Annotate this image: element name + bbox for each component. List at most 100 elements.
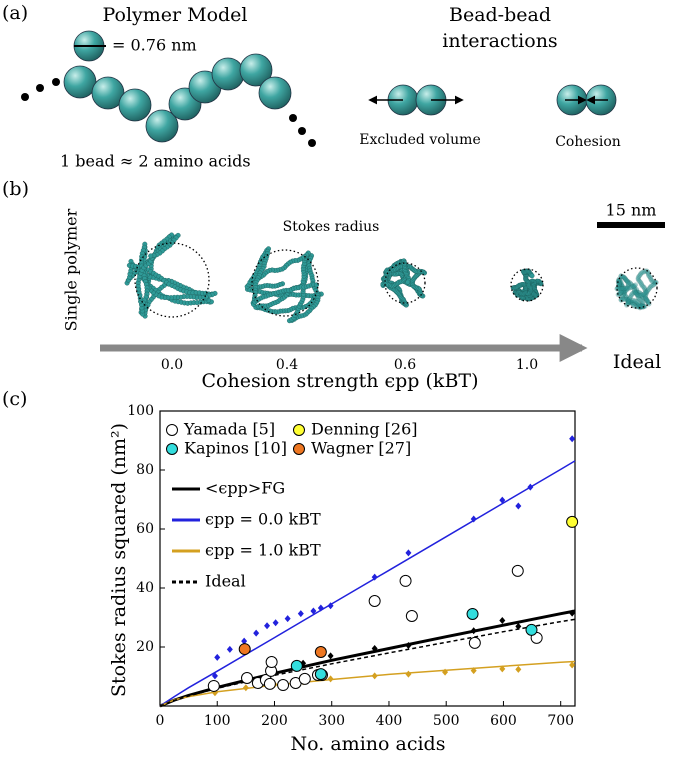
- bead: [628, 294, 634, 300]
- legend-label: ϵpp = 0.0 kBT: [205, 510, 321, 529]
- point: [399, 574, 412, 587]
- bead: [650, 279, 656, 285]
- bead: [629, 298, 635, 304]
- plot-frame: [159, 410, 576, 707]
- excluded-volume: Excluded volume: [359, 132, 481, 148]
- bead: [643, 295, 649, 301]
- bead: [211, 57, 245, 91]
- bead: [625, 297, 631, 303]
- bead: [631, 289, 637, 295]
- dot: [36, 84, 44, 92]
- bead: [641, 295, 647, 301]
- bead: [627, 280, 633, 286]
- bead: [643, 296, 649, 302]
- bead: [627, 299, 633, 305]
- bead: [651, 279, 657, 285]
- bead: [640, 284, 646, 290]
- condition: Ideal: [613, 351, 661, 373]
- bead: [643, 292, 649, 298]
- condition: 1.0: [516, 357, 538, 373]
- bead: [635, 277, 641, 283]
- bead: [63, 65, 97, 99]
- bead: [634, 289, 640, 295]
- condition: 0.4: [276, 357, 298, 373]
- bead: [625, 298, 631, 304]
- diamond: [371, 573, 378, 581]
- bead: [639, 293, 645, 299]
- bead: [639, 270, 645, 276]
- bead: [635, 274, 641, 280]
- bead: [632, 289, 638, 295]
- x-tick-label: 100: [204, 713, 231, 729]
- bead: [636, 273, 642, 279]
- bead: [638, 302, 644, 308]
- point: [314, 646, 327, 659]
- bead: [626, 296, 632, 302]
- bead: [630, 298, 636, 304]
- point: [241, 671, 254, 684]
- bead: [639, 282, 645, 288]
- bead: [639, 298, 645, 304]
- bead: [626, 298, 632, 304]
- bead: [636, 304, 642, 310]
- bead: [637, 302, 643, 308]
- point: [314, 668, 327, 681]
- bead: [630, 283, 636, 289]
- bead: [643, 291, 649, 297]
- bead: [620, 284, 626, 290]
- bead: [646, 273, 652, 279]
- x-tick-label: 200: [261, 713, 288, 729]
- panel-title: Polymer Model: [102, 4, 247, 26]
- bead: [650, 282, 656, 288]
- bead: [633, 290, 639, 296]
- bead: [631, 302, 637, 308]
- bead: [618, 280, 624, 286]
- bead: [627, 285, 633, 291]
- diamond: [470, 627, 477, 635]
- bead: [618, 283, 624, 289]
- bead: [616, 282, 622, 288]
- diamond: [327, 602, 334, 610]
- stokes-label: Stokes radius: [283, 219, 380, 235]
- point: [290, 659, 303, 672]
- bead: [621, 274, 627, 280]
- bead: [635, 303, 641, 309]
- condition: 0.0: [161, 357, 183, 373]
- bead: [633, 298, 639, 304]
- diamond: [499, 496, 506, 504]
- bead: [616, 279, 622, 285]
- diamond: [253, 629, 260, 637]
- bead: [617, 285, 623, 291]
- x-tick-label: 600: [490, 713, 517, 729]
- bead: [626, 297, 632, 303]
- x-axis-title: No. amino acids: [291, 733, 446, 755]
- mapping: 1 bead ≈ 2 amino acids: [60, 152, 251, 171]
- bead: [637, 297, 643, 303]
- interactions-title: interactions: [442, 30, 557, 52]
- dot: [289, 114, 297, 122]
- bead: [632, 288, 638, 294]
- bead: [645, 287, 651, 293]
- y-tick-label: 20: [136, 639, 154, 655]
- bead: [626, 281, 632, 287]
- x-tick-label: 0: [156, 713, 165, 729]
- bead: [620, 289, 626, 295]
- bead: [618, 287, 624, 293]
- plot: 0 100 200 300 400 500 600 700 20 40 60 80 100 Yamada …: [127, 403, 579, 729]
- x-label: Cohesion strength ϵpp (kBT): [201, 370, 478, 392]
- legend-marker: [293, 443, 305, 455]
- dot: [21, 93, 29, 101]
- bead: [625, 282, 631, 288]
- y-tick-label: 100: [127, 403, 154, 419]
- bead: [636, 301, 642, 307]
- bead: [630, 301, 636, 307]
- diamond: [470, 515, 477, 523]
- bead: [621, 289, 627, 295]
- bead: [623, 287, 629, 293]
- bead: [622, 288, 628, 294]
- bead: [627, 299, 633, 305]
- diamond: [310, 607, 317, 615]
- y-tick-label: 40: [136, 580, 154, 596]
- bead: [619, 286, 625, 292]
- bead: [648, 284, 654, 290]
